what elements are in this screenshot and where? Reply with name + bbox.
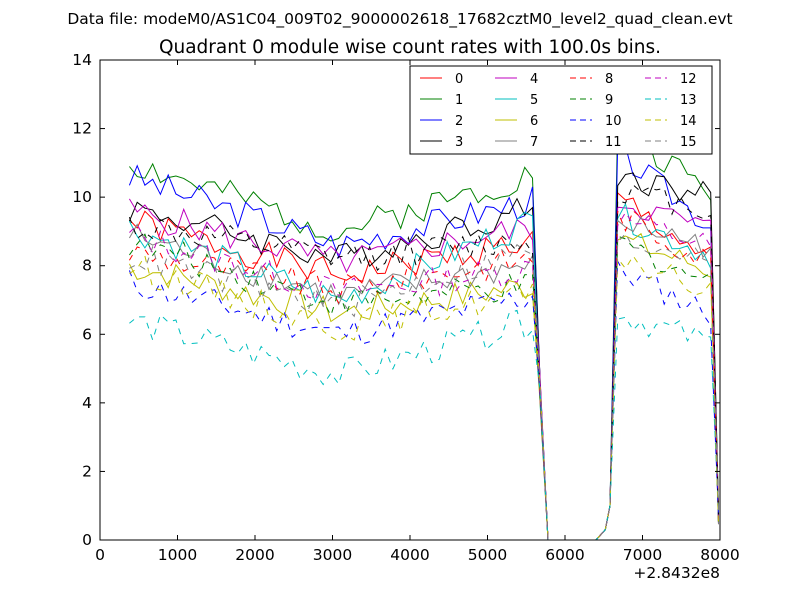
legend-label-8: 8 xyxy=(605,72,613,87)
legend-label-7: 7 xyxy=(530,135,538,150)
y-tick-label: 4 xyxy=(82,394,92,412)
x-tick-label: 5000 xyxy=(468,546,507,564)
series-line-13 xyxy=(129,309,719,540)
series-line-7 xyxy=(128,215,719,540)
series-line-0 xyxy=(129,191,719,540)
legend-label-15: 15 xyxy=(680,135,697,150)
x-offset-label: +2.8432e8 xyxy=(633,564,720,582)
series-line-8 xyxy=(128,210,719,540)
axis-ticks: 0 1000 2000 3000 4000 5000 6000 7000 80000246810… xyxy=(72,51,739,564)
y-tick-label: 0 xyxy=(82,531,92,549)
x-tick-label: 1000 xyxy=(158,546,197,564)
legend-label-5: 5 xyxy=(530,93,538,108)
x-tick-label: 4000 xyxy=(390,546,429,564)
series-line-1 xyxy=(129,121,719,540)
y-tick-label: 10 xyxy=(72,188,92,206)
x-tick-label: 2000 xyxy=(235,546,274,564)
series-line-5 xyxy=(128,202,719,540)
y-tick-label: 6 xyxy=(82,325,92,343)
legend-label-11: 11 xyxy=(605,135,622,150)
series-line-11 xyxy=(128,184,719,540)
series-line-15 xyxy=(129,232,719,540)
series-line-10 xyxy=(128,259,719,540)
y-tick-label: 12 xyxy=(72,120,92,138)
legend-box xyxy=(409,65,713,155)
legend-label-6: 6 xyxy=(530,114,538,129)
x-tick-label: 3000 xyxy=(313,546,352,564)
legend-label-13: 13 xyxy=(680,93,697,108)
legend-label-3: 3 xyxy=(455,135,463,150)
series-line-6 xyxy=(128,232,719,540)
y-tick-label: 14 xyxy=(72,51,92,69)
series-line-2 xyxy=(128,142,719,540)
series-layer xyxy=(128,121,719,540)
x-tick-label: 0 xyxy=(95,546,105,564)
legend-label-14: 14 xyxy=(680,114,697,129)
legend-label-10: 10 xyxy=(605,114,622,129)
chart-title: Quadrant 0 module wise count rates with … xyxy=(159,37,661,58)
series-line-9 xyxy=(128,233,719,540)
series-line-4 xyxy=(128,198,719,540)
x-tick-label: 8000 xyxy=(700,546,739,564)
y-tick-label: 2 xyxy=(82,462,92,480)
x-tick-label: 6000 xyxy=(545,546,584,564)
suptitle: Data file: modeM0/AS1C04_009T02_90000026… xyxy=(67,10,732,29)
legend-label-4: 4 xyxy=(530,72,538,87)
legend-label-2: 2 xyxy=(455,114,463,129)
legend-label-9: 9 xyxy=(605,93,613,108)
legend-label-1: 1 xyxy=(455,93,463,108)
y-tick-label: 8 xyxy=(82,257,92,275)
x-tick-label: 7000 xyxy=(623,546,662,564)
legend-label-12: 12 xyxy=(680,72,697,87)
series-line-14 xyxy=(129,254,719,540)
legend-label-0: 0 xyxy=(455,72,463,87)
